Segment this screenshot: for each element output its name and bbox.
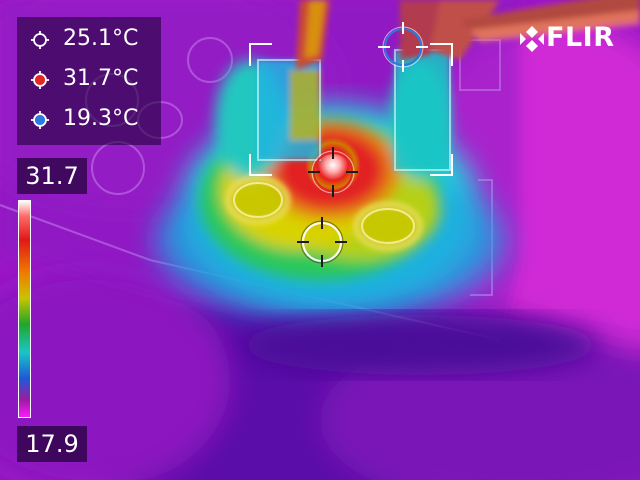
center-spot-marker-icon[interactable] [297,217,347,267]
readout-value: 25.1°C [63,26,139,51]
temperature-color-scale [18,200,31,418]
readout-hot-spot[interactable]: 31.7°C [17,59,161,99]
spot-readouts-panel: 25.1°C 31.7°C 19.3°C [17,17,161,145]
hot-spot-marker-icon[interactable] [308,147,358,197]
scale-max-label[interactable]: 31.7 [17,158,87,194]
hot-spot-icon [31,71,49,89]
cold-spot-icon [31,111,49,129]
readout-center-spot[interactable]: 25.1°C [17,19,161,59]
readout-cold-spot[interactable]: 19.3°C [17,99,161,139]
crosshair-icon [31,31,49,49]
readout-value: 19.3°C [63,106,139,131]
flir-logo-icon [520,26,544,52]
scale-min-label[interactable]: 17.9 [17,426,87,462]
measurement-box-icon[interactable] [249,43,453,176]
brand-text: FLIR [546,22,615,53]
readout-value: 31.7°C [63,66,139,91]
cold-spot-marker-icon[interactable] [378,22,428,72]
